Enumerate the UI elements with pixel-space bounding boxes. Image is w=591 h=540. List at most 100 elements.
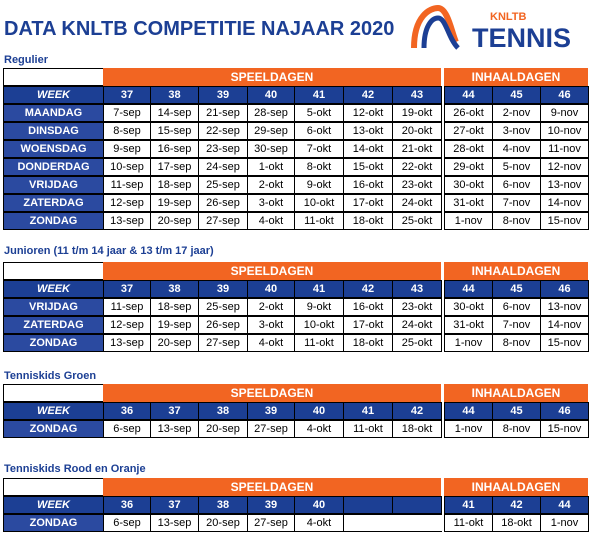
date-cell: 6-nov — [492, 176, 541, 194]
day-label: DINSDAG — [3, 122, 104, 140]
date-cell: 1-nov — [444, 334, 493, 352]
date-cell: 12-sep — [103, 316, 151, 334]
week-number: 39 — [198, 280, 248, 298]
date-cell: 16-okt — [343, 298, 393, 316]
week-number: 37 — [150, 402, 199, 420]
day-label: ZATERDAG — [3, 194, 104, 212]
week-number: 41 — [444, 496, 493, 514]
week-number: 42 — [492, 496, 541, 514]
section-title: Tenniskids Rood en Oranje — [4, 463, 146, 475]
date-cell: 22-okt — [392, 158, 442, 176]
date-cell: 26-okt — [444, 104, 493, 122]
week-number: 38 — [150, 280, 199, 298]
date-cell: 12-okt — [343, 104, 393, 122]
week-number: 43 — [392, 280, 442, 298]
date-cell: 1-nov — [540, 514, 589, 532]
date-cell: 2-okt — [247, 298, 295, 316]
group-header: SPEELDAGEN — [103, 384, 441, 402]
section-title: Regulier — [4, 54, 49, 66]
date-cell: 8-nov — [492, 334, 541, 352]
date-cell: 28-sep — [247, 104, 295, 122]
date-cell: 14-nov — [540, 194, 589, 212]
date-cell: 1-nov — [444, 212, 493, 230]
date-cell: 31-okt — [444, 194, 493, 212]
day-label: WOENSDAG — [3, 140, 104, 158]
week-number: 43 — [392, 86, 442, 104]
week-number: 39 — [247, 402, 295, 420]
date-cell: 26-sep — [198, 316, 248, 334]
date-cell: 14-sep — [150, 104, 199, 122]
week-number: 40 — [247, 86, 295, 104]
date-cell: 20-sep — [198, 514, 248, 532]
date-cell — [392, 514, 442, 532]
date-cell: 25-sep — [198, 298, 248, 316]
section-title: Tenniskids Groen — [4, 370, 97, 382]
day-label: VRIJDAG — [3, 176, 104, 194]
week-number: 46 — [540, 280, 589, 298]
date-cell: 30-okt — [444, 176, 493, 194]
day-label: MAANDAG — [3, 104, 104, 122]
date-cell: 25-okt — [392, 212, 442, 230]
week-number: 46 — [540, 86, 589, 104]
week-number: 44 — [444, 402, 493, 420]
date-cell: 4-okt — [247, 334, 295, 352]
date-cell: 4-okt — [294, 420, 344, 438]
date-cell: 11-okt — [343, 420, 393, 438]
page-title: DATA KNLTB COMPETITIE NAJAAR 2020 — [4, 18, 395, 40]
date-cell: 3-okt — [247, 316, 295, 334]
logo-small: KNLTB — [490, 11, 527, 23]
week-label: WEEK — [3, 280, 104, 298]
date-cell: 3-nov — [492, 122, 541, 140]
date-cell: 23-okt — [392, 298, 442, 316]
corner-cell — [3, 478, 104, 496]
date-cell: 5-nov — [492, 158, 541, 176]
week-number: 45 — [492, 86, 541, 104]
week-number: 38 — [150, 86, 199, 104]
week-label: WEEK — [3, 402, 104, 420]
group-header: SPEELDAGEN — [103, 478, 441, 496]
week-label: WEEK — [3, 496, 104, 514]
date-cell: 28-okt — [444, 140, 493, 158]
date-cell: 7-nov — [492, 316, 541, 334]
date-cell: 20-sep — [150, 334, 199, 352]
date-cell: 7-okt — [294, 140, 344, 158]
date-cell: 13-nov — [540, 176, 589, 194]
week-number: 39 — [198, 86, 248, 104]
date-cell: 9-sep — [103, 140, 151, 158]
date-cell: 2-nov — [492, 104, 541, 122]
group-header: INHAALDAGEN — [444, 262, 588, 280]
date-cell: 8-sep — [103, 122, 151, 140]
week-number: 41 — [294, 280, 344, 298]
week-number: 44 — [444, 86, 493, 104]
date-cell: 11-nov — [540, 140, 589, 158]
date-cell: 15-nov — [540, 334, 589, 352]
date-cell: 30-okt — [444, 298, 493, 316]
week-number — [343, 496, 393, 514]
corner-cell — [3, 384, 104, 402]
week-number: 36 — [103, 402, 151, 420]
week-number: 37 — [103, 280, 151, 298]
date-cell: 10-okt — [294, 194, 344, 212]
date-cell: 13-sep — [103, 334, 151, 352]
day-label: ZATERDAG — [3, 316, 104, 334]
week-number: 39 — [247, 496, 295, 514]
date-cell: 12-nov — [540, 158, 589, 176]
week-number: 40 — [294, 402, 344, 420]
week-number: 41 — [343, 402, 393, 420]
corner-cell — [3, 262, 104, 280]
date-cell: 26-sep — [198, 194, 248, 212]
date-cell: 8-nov — [492, 212, 541, 230]
date-cell: 16-sep — [150, 140, 199, 158]
week-number: 41 — [294, 86, 344, 104]
date-cell: 24-sep — [198, 158, 248, 176]
date-cell: 13-sep — [150, 420, 199, 438]
date-cell: 7-sep — [103, 104, 151, 122]
section-title: Junioren (11 t/m 14 jaar & 13 t/m 17 jaa… — [4, 245, 214, 257]
date-cell: 24-okt — [392, 194, 442, 212]
date-cell: 23-sep — [198, 140, 248, 158]
week-number: 46 — [540, 402, 589, 420]
date-cell: 17-okt — [343, 194, 393, 212]
date-cell: 8-okt — [294, 158, 344, 176]
date-cell: 10-nov — [540, 122, 589, 140]
date-cell: 14-okt — [343, 140, 393, 158]
